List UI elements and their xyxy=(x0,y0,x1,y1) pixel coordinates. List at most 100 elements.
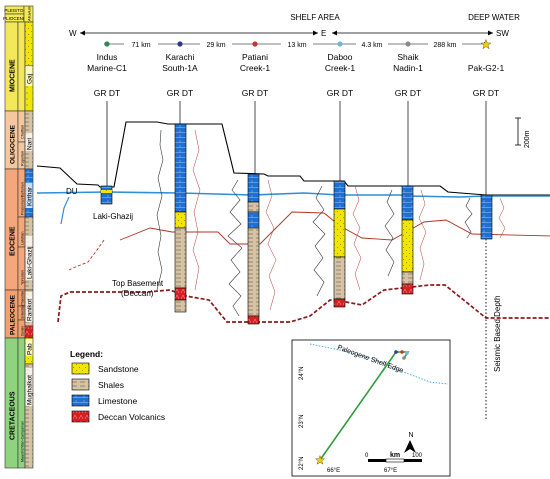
top-surface-line xyxy=(36,121,550,196)
legend-title: Legend: xyxy=(70,349,103,359)
top-basement-horizon xyxy=(57,284,550,323)
stage-selandian: Selandian xyxy=(21,305,25,319)
map-scale-0: 0 xyxy=(365,453,369,459)
legend-label-sandstone: Sandstone xyxy=(98,364,139,374)
well-logs-shaik: GR DT xyxy=(395,88,421,98)
lon-67: 67°E xyxy=(384,468,397,474)
well-name-indus-2: Marine-C1 xyxy=(87,63,127,73)
stage-priabonian-bartonian: Priabonian/Bartonian xyxy=(21,182,25,215)
shelf-edge-line xyxy=(309,343,449,385)
map-scale-unit: km xyxy=(390,452,400,459)
distance-1: 71 km xyxy=(131,42,150,49)
legend-label-limestone: Limestone xyxy=(98,396,137,406)
compass-west: W xyxy=(69,29,77,38)
stage-danian: Danian xyxy=(21,326,25,336)
well-column-shaik xyxy=(384,185,427,295)
formation-pab: Pab xyxy=(27,343,34,355)
well-column-indus xyxy=(100,185,113,205)
legend: Legend: Sandstone Shales Limestone Decca… xyxy=(70,349,165,423)
pleistocene-label: PLEISTO. xyxy=(4,8,24,13)
formation-laki-ghazij: Laki-Ghazij xyxy=(27,246,34,279)
lat-23: 23°N xyxy=(299,415,305,428)
epoch-eocene: EOCENE xyxy=(10,226,17,256)
well-name-karachi-1: Karachi xyxy=(166,52,195,62)
du-extension xyxy=(60,196,70,225)
vertical-scale-bar: 200m xyxy=(515,117,531,148)
compass-southwest: SW xyxy=(496,29,509,38)
formation-gaj: Gaj xyxy=(27,74,34,84)
well-column-pak-g2 xyxy=(464,194,506,240)
well-name-shaik-2: Nadin-1 xyxy=(393,63,423,73)
distance-2: 29 km xyxy=(206,42,225,49)
laki-ghazij-extension xyxy=(68,239,105,271)
well-name-indus-1: Indus xyxy=(97,52,118,62)
map-scale-bar: 0 km 100 xyxy=(365,452,423,463)
map-scale-100: 100 xyxy=(412,453,423,459)
scale-bar-label: 200m xyxy=(524,130,531,148)
epoch-oligocene: OLIGOCENE xyxy=(10,124,17,164)
well-logs-karachi: GR DT xyxy=(167,88,193,98)
lat-24: 24°N xyxy=(299,367,305,380)
star-icon xyxy=(314,454,326,465)
alluvium-label: Alluvium xyxy=(27,5,32,21)
well-logs-daboo: GR DT xyxy=(327,88,353,98)
well-marker-daboo xyxy=(337,41,343,47)
formation-nari: Nari xyxy=(27,138,34,150)
laki-ghazij-horizon xyxy=(119,211,550,245)
legend-label-shales: Shales xyxy=(98,380,124,390)
north-arrow-icon xyxy=(404,440,416,453)
well-name-pak-g2: Pak-G2-1 xyxy=(468,63,505,73)
well-column-patiani xyxy=(227,173,277,325)
legend-swatch-deccan xyxy=(71,410,90,423)
top-basement-label-1: Top Basement xyxy=(112,279,164,288)
legend-label-deccan: Deccan Volcanics xyxy=(98,412,165,422)
du-label: DU xyxy=(66,187,78,196)
well-marker-patiani xyxy=(252,41,258,47)
laki-ghazij-label: Laki-Ghazij xyxy=(93,212,133,221)
legend-swatch-shales xyxy=(71,378,90,391)
shelf-area-label: SHELF AREA xyxy=(290,13,340,22)
formation-ranikot: Ranikot xyxy=(27,299,34,321)
pliocene-label: PLIOCENE xyxy=(3,16,26,21)
legend-swatch-limestone xyxy=(71,394,90,407)
well-logs-pak-g2: GR DT xyxy=(473,88,499,98)
north-label: N xyxy=(408,432,413,439)
stage-ypresian: Ypresian xyxy=(21,270,25,285)
lat-22: 22°N xyxy=(299,457,305,470)
deep-water-label: DEEP WATER xyxy=(468,13,520,22)
distance-4: 4.3 km xyxy=(361,42,382,49)
top-basement-label-2: (Deccan) xyxy=(121,289,154,298)
well-marker-karachi xyxy=(177,41,183,47)
well-labels: Indus Marine-C1 GR DT Karachi South-1A G… xyxy=(87,52,504,98)
epoch-cretaceous: CRETACEOUS xyxy=(10,391,17,440)
section-header: SHELF AREA DEEP WATER W E SW 71 km 29 km… xyxy=(69,13,520,50)
compass-east: E xyxy=(321,29,326,38)
well-name-daboo-2: Creek-1 xyxy=(325,63,356,73)
stage-rupelian: Rupelian xyxy=(21,151,25,166)
stage-thanetian: Thanetian xyxy=(21,291,25,305)
epoch-paleocene: PALEOCENE xyxy=(10,294,17,335)
well-marker-indus xyxy=(104,41,110,47)
inset-map: Paleogene Shelf Edge 24°N 23°N 22°N 66°E… xyxy=(291,339,451,477)
star-icon xyxy=(480,38,492,50)
well-logs-patiani: GR DT xyxy=(242,88,268,98)
stage-lutetian: Lutetian xyxy=(21,231,25,245)
well-stems xyxy=(106,101,487,195)
well-name-patiani-1: Patiani xyxy=(242,52,268,62)
well-column-daboo xyxy=(312,180,362,308)
well-logs-indus: GR DT xyxy=(94,88,120,98)
seismic-depth-label: Seismic Based Depth xyxy=(493,296,502,372)
stage-maastrichtian: Maastrichtian-Campanian xyxy=(21,421,25,462)
well-column-karachi xyxy=(156,123,201,313)
distance-5: 288 km xyxy=(434,42,457,49)
distance-3: 13 km xyxy=(287,42,306,49)
well-name-shaik-1: Shaik xyxy=(397,52,419,62)
well-marker-shaik xyxy=(405,41,411,47)
well-name-daboo-1: Daboo xyxy=(327,52,352,62)
stratigraphic-column: PLEISTO. PLIOCENE Alluvium MIOCENE OLIGO… xyxy=(3,5,34,469)
well-name-patiani-2: Creek-1 xyxy=(240,63,271,73)
lon-66: 66°E xyxy=(327,468,340,474)
formation-kirthar: Kirthar xyxy=(27,186,34,206)
stage-chattian: Chattian xyxy=(21,125,25,139)
